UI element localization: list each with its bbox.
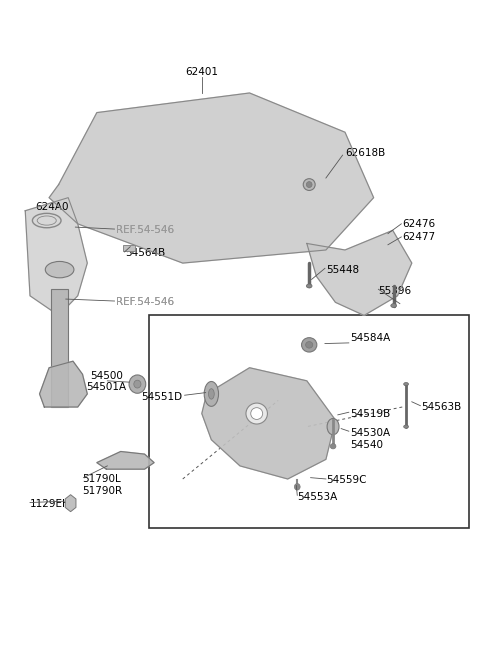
Text: 54553A: 54553A [297,491,337,502]
Bar [51,289,68,407]
Ellipse shape [294,484,300,490]
Text: 54501A: 54501A [86,382,126,392]
Ellipse shape [134,380,141,388]
Polygon shape [97,451,154,469]
Text: 54500: 54500 [90,371,123,380]
Text: 54559C: 54559C [326,475,366,486]
Ellipse shape [251,407,263,419]
Ellipse shape [204,382,218,406]
Text: 54584A: 54584A [350,333,390,344]
Ellipse shape [330,443,336,449]
Text: REF.54-546: REF.54-546 [116,225,174,235]
Text: 62618B: 62618B [345,148,385,158]
Ellipse shape [301,338,317,352]
Text: 62477: 62477 [402,232,435,242]
Ellipse shape [327,419,339,435]
Polygon shape [25,198,87,315]
Polygon shape [39,361,87,407]
Ellipse shape [306,181,312,187]
Ellipse shape [208,389,214,399]
Ellipse shape [246,403,267,424]
Polygon shape [202,368,336,479]
Polygon shape [307,231,412,315]
Text: 624A0: 624A0 [35,202,68,212]
Text: 55396: 55396 [378,286,411,296]
Text: 54519B: 54519B [350,409,390,419]
Text: 1129EH: 1129EH [30,499,71,509]
Text: 55448: 55448 [326,265,359,275]
Ellipse shape [306,284,312,288]
Ellipse shape [404,382,408,386]
Ellipse shape [404,425,408,428]
Text: 54563B: 54563B [421,402,462,412]
Text: 62401: 62401 [185,66,218,77]
Bar [149,315,469,528]
Text: 54530A: 54530A [350,428,390,438]
Text: 54551D: 54551D [142,392,183,402]
Text: 51790L: 51790L [83,474,121,484]
Ellipse shape [303,179,315,191]
Ellipse shape [129,375,146,394]
Bar [123,245,135,251]
Text: 51790R: 51790R [83,486,123,496]
Polygon shape [49,93,373,263]
Text: REF.54-546: REF.54-546 [116,225,174,235]
Text: 54540: 54540 [350,440,383,450]
Ellipse shape [391,304,396,307]
Text: REF.54-546: REF.54-546 [116,298,174,307]
Text: REF.54-546: REF.54-546 [116,298,174,307]
Ellipse shape [306,342,313,348]
Text: 54564B: 54564B [125,248,166,258]
Ellipse shape [45,261,74,278]
Text: 62476: 62476 [402,219,435,229]
